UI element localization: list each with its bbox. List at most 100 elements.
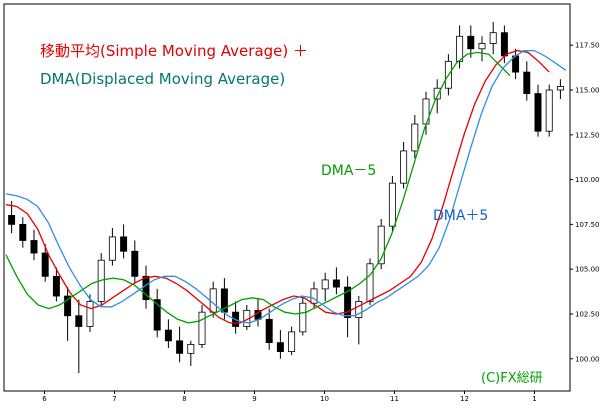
x-tick-label: 6 <box>42 395 47 403</box>
candle <box>478 36 486 62</box>
chart-title-dma: DMA(Displaced Moving Average) <box>40 70 286 88</box>
y-tick-label: 102.500 <box>575 310 600 318</box>
candle-body <box>556 86 564 91</box>
x-tick-label: 1 <box>532 395 536 403</box>
candle-body <box>30 240 38 254</box>
candle-body <box>332 279 340 288</box>
candle <box>108 227 116 266</box>
candle-body <box>411 123 419 152</box>
candle-body <box>120 236 128 252</box>
x-tick-label: 10 <box>320 395 329 403</box>
candle-body <box>288 331 296 352</box>
candle <box>456 25 464 69</box>
x-tick-label: 8 <box>182 395 186 403</box>
candle-body <box>265 318 273 344</box>
candle <box>75 299 83 374</box>
candle <box>131 240 139 284</box>
candle <box>400 141 408 189</box>
candle <box>388 176 396 232</box>
candle-body <box>500 32 508 57</box>
dma-minus-label: DMA－5 <box>321 163 377 179</box>
y-tick-label: 115.000 <box>575 87 600 95</box>
y-tick-label: 107.500 <box>575 221 600 229</box>
plot-frame <box>3 3 571 392</box>
y-tick-label: 112.500 <box>575 131 600 139</box>
candle <box>19 217 27 248</box>
candle-body <box>19 223 27 241</box>
moving-average-lines <box>5 49 567 324</box>
candle-body <box>523 71 531 94</box>
candle <box>467 25 475 58</box>
candle <box>41 244 49 282</box>
candle <box>366 258 374 305</box>
candle-body <box>276 342 284 352</box>
candle <box>176 326 184 363</box>
candle <box>355 296 363 345</box>
candle-body <box>355 301 363 318</box>
candle-body <box>388 182 396 227</box>
time-axis: 6 7 8 9 10 11 12 1 <box>42 391 537 403</box>
candle <box>545 84 553 137</box>
x-tick-label: 12 <box>460 395 469 403</box>
candle <box>187 340 195 366</box>
candle-body <box>64 295 72 317</box>
candle <box>265 308 273 350</box>
candle <box>164 319 172 348</box>
candle-body <box>489 32 497 44</box>
candle <box>153 288 161 338</box>
candle-body <box>377 225 385 265</box>
price-axis: 100.000 102.500 105.000 107.500 110.000 112.5… <box>570 42 600 363</box>
candle-body <box>176 340 184 354</box>
candle-body <box>8 215 16 225</box>
candle-body <box>187 344 195 354</box>
y-tick-label: 105.000 <box>575 266 600 274</box>
candle <box>321 272 329 302</box>
candle <box>523 61 531 101</box>
y-tick-label: 117.500 <box>575 42 600 50</box>
candle-body <box>153 299 161 331</box>
candle-body <box>545 89 553 132</box>
candle <box>332 267 340 295</box>
candle <box>198 305 206 348</box>
y-tick-label: 100.000 <box>575 355 600 363</box>
candle <box>86 294 94 332</box>
chart-title-sma: 移動平均(Simple Moving Average) ＋ <box>40 42 309 60</box>
candle <box>299 297 307 336</box>
dma-minus-line <box>5 51 511 324</box>
candle <box>8 201 16 234</box>
candle-body <box>467 35 475 50</box>
candle <box>556 79 564 99</box>
x-tick-label: 11 <box>390 395 399 403</box>
candle <box>120 224 128 259</box>
candle-body <box>433 87 441 100</box>
sma-line <box>5 49 550 324</box>
candle <box>288 326 296 356</box>
candle-body <box>344 286 352 318</box>
candle <box>30 229 38 261</box>
candle-body <box>86 301 94 327</box>
copyright-credit: (C)FX総研 <box>481 371 543 386</box>
candle-body <box>198 311 206 345</box>
y-tick-label: 110.000 <box>575 176 600 184</box>
candle-body <box>131 250 139 277</box>
candle <box>64 287 72 341</box>
candle-body <box>400 150 408 184</box>
candle-body <box>321 279 329 290</box>
candle <box>276 330 284 359</box>
candle <box>52 267 60 302</box>
candle-body <box>75 315 83 327</box>
candle-body <box>534 93 542 132</box>
candle-body <box>41 252 49 277</box>
candle <box>344 276 352 338</box>
candle-body <box>108 236 116 261</box>
dma-plus-label: DMA＋5 <box>433 208 489 224</box>
candle-body <box>164 329 172 342</box>
candle-body <box>299 302 307 333</box>
candle-body <box>478 43 486 50</box>
candle <box>97 253 105 305</box>
candle-body <box>52 275 60 297</box>
candle-body <box>310 288 318 304</box>
candle <box>377 219 385 270</box>
candle <box>411 115 419 159</box>
